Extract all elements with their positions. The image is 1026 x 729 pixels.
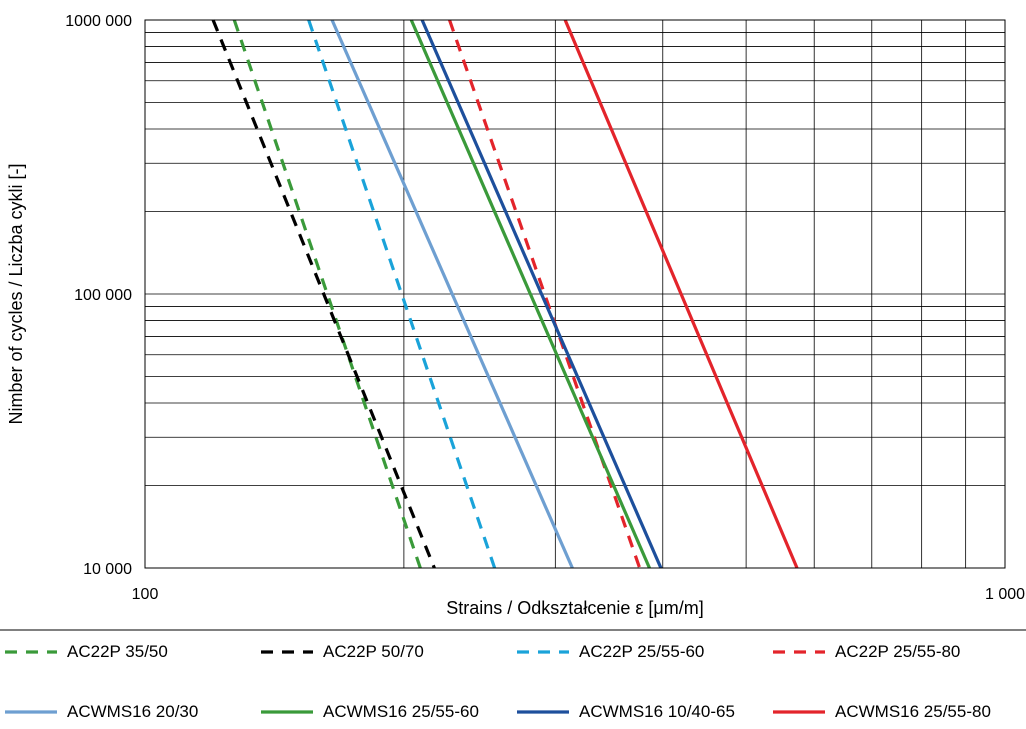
y-tick-labels: 10 000 100 000 1000 000 bbox=[65, 13, 132, 578]
series-line bbox=[211, 19, 436, 569]
grid bbox=[145, 20, 1005, 569]
plot-area-frame bbox=[144, 19, 1006, 569]
series-line bbox=[563, 19, 799, 569]
series-lines bbox=[211, 19, 799, 569]
legend-label: AC22P 25/55-60 bbox=[579, 642, 704, 661]
y-tick-label: 100 000 bbox=[74, 287, 132, 304]
legend-label: AC22P 50/70 bbox=[323, 642, 424, 661]
series-line bbox=[409, 19, 651, 569]
series-line bbox=[420, 19, 663, 569]
legend-label: ACWMS16 25/55-80 bbox=[835, 702, 991, 721]
legend: AC22P 35/50 AC22P 50/70 AC22P 25/55-60 AC22… bbox=[5, 642, 991, 721]
series-line bbox=[330, 19, 574, 569]
legend-label: AC22P 25/55-80 bbox=[835, 642, 960, 661]
y-tick-label: 1000 000 bbox=[65, 13, 132, 30]
y-tick-label: 10 000 bbox=[83, 561, 132, 578]
legend-label: ACWMS16 10/40-65 bbox=[579, 702, 735, 721]
legend-label: ACWMS16 20/30 bbox=[67, 702, 198, 721]
x-axis-title: Strains / Odkształcenie ε [μm/m] bbox=[446, 598, 703, 618]
x-tick-labels: 100 1 000 bbox=[132, 586, 1025, 603]
y-axis-title: Nimber of cycles / Liczba cykli [-] bbox=[6, 163, 26, 424]
legend-label: AC22P 35/50 bbox=[67, 642, 168, 661]
legend-label: ACWMS16 25/55-60 bbox=[323, 702, 479, 721]
x-tick-label: 100 bbox=[132, 586, 159, 603]
series-line bbox=[448, 19, 642, 569]
x-tick-label: 1 000 bbox=[985, 586, 1025, 603]
legend-box bbox=[0, 629, 1026, 631]
